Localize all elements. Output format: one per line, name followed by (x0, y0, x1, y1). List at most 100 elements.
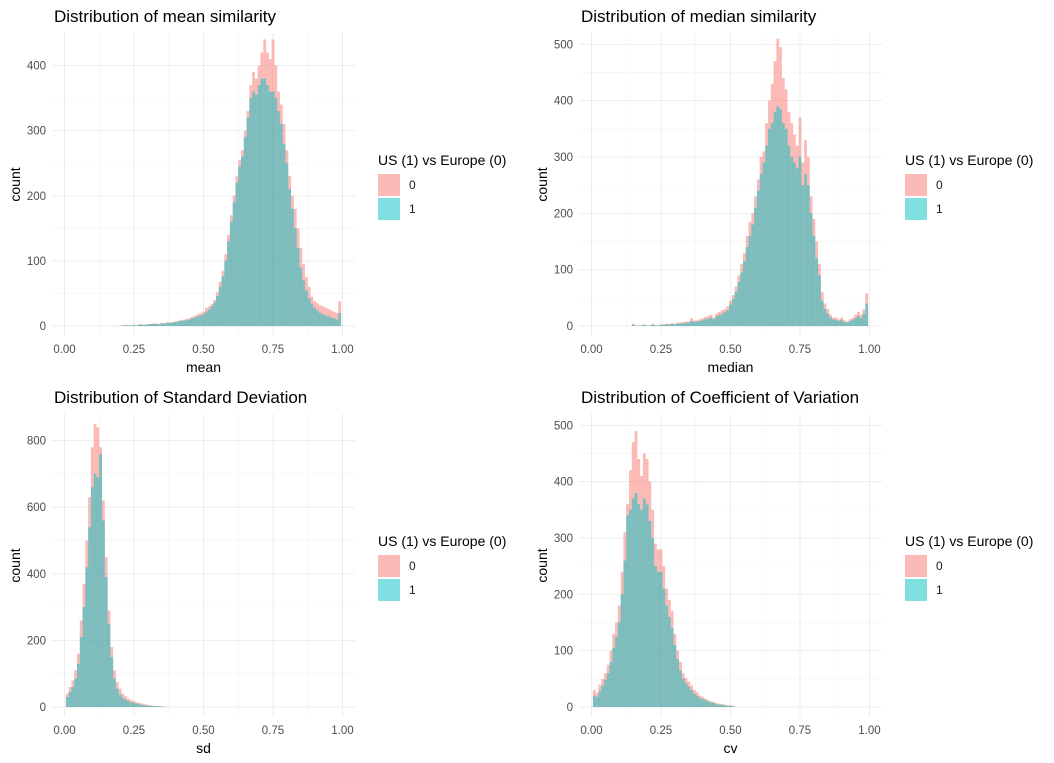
histogram-bar (687, 322, 691, 326)
y-axis-label: count (534, 548, 550, 582)
histogram-bar (690, 320, 693, 326)
histogram-bar (302, 280, 305, 326)
y-tick-label: 100 (27, 256, 46, 268)
y-tick-label: 500 (554, 39, 573, 51)
histogram-bar (329, 317, 333, 326)
histogram-bar (637, 504, 641, 707)
histogram-bar (642, 324, 646, 326)
histogram-bar (640, 325, 643, 326)
y-tick-label: 200 (554, 589, 573, 601)
histogram-bar (304, 290, 308, 326)
histogram-bar (229, 221, 233, 326)
histogram-bar (712, 319, 716, 326)
histogram-bar (845, 322, 849, 326)
x-tick-label: 0.75 (789, 344, 811, 356)
histogram-bar (113, 678, 116, 707)
histogram-bar (681, 678, 685, 707)
histogram-bar (731, 706, 735, 707)
histogram-bar (623, 560, 627, 707)
legend-key-0 (905, 174, 927, 196)
legend-label-0: 0 (936, 559, 943, 573)
chart-median-similarity: Distribution of median similarity 0 100 200… (534, 7, 1033, 375)
histogram-bar (801, 185, 805, 326)
x-tick-label: 1.00 (331, 344, 353, 356)
histogram-bar (709, 317, 713, 326)
histogram-bar (291, 208, 294, 326)
histogram-bar (648, 325, 652, 326)
histogram-bar (837, 320, 841, 326)
histogram-bar (748, 235, 752, 326)
histogram-bar (723, 705, 727, 707)
histogram-bar (288, 189, 292, 326)
histogram-bar (338, 312, 342, 326)
histogram-bar (121, 325, 125, 326)
histogram-bar (684, 683, 688, 707)
x-tick-label: 0.25 (123, 725, 145, 737)
histogram-bar (177, 321, 180, 326)
histogram-bar (293, 228, 297, 326)
histogram-bar (695, 321, 699, 326)
histogram-bar (274, 98, 278, 326)
histogram-bar (592, 695, 596, 707)
x-tick-label: 1.00 (858, 344, 880, 356)
y-tick-label: 400 (554, 96, 573, 108)
histogram-bar (118, 694, 122, 707)
histogram-bar (127, 325, 130, 326)
histogram-bar (310, 303, 314, 326)
histogram-bar (862, 313, 866, 326)
histogram-bar (268, 91, 272, 326)
y-tick-label: 400 (27, 61, 46, 73)
histogram-bar (135, 325, 139, 326)
legend-label-1: 1 (409, 583, 416, 597)
histogram-bar (787, 145, 791, 326)
panel-cv: Distribution of Coefficient of Variation… (527, 381, 1054, 762)
histogram-bar (168, 322, 172, 326)
legend: US (1) vs Europe (0) 0 1 (905, 152, 1033, 220)
histogram-bar (731, 298, 735, 326)
histogram-bar (85, 567, 89, 707)
histogram-bar (318, 312, 322, 326)
histogram-bar (737, 282, 741, 326)
histogram-bar (221, 276, 225, 326)
histogram-bar (631, 498, 635, 707)
histogram-bar (598, 691, 602, 707)
histogram-bar (266, 85, 269, 326)
histogram-bar (754, 207, 757, 326)
histogram-bar (831, 319, 835, 326)
histogram-bar (188, 319, 191, 326)
x-axis-label: mean (186, 359, 221, 375)
histogram-bar (651, 537, 655, 707)
histogram-bar (595, 696, 599, 707)
histogram-bar (79, 637, 83, 707)
histogram-bar (171, 322, 175, 326)
histogram-bar (316, 310, 319, 326)
histogram-bar (152, 324, 155, 326)
histogram-bar (856, 315, 860, 326)
legend-label-0: 0 (409, 559, 416, 573)
x-axis-label: median (708, 359, 754, 375)
histogram-bar (642, 498, 646, 707)
histogram-bar (865, 303, 869, 326)
histogram-bar (277, 111, 280, 326)
histogram-bar (826, 313, 830, 326)
histogram-bar (818, 275, 821, 326)
histogram-bar (149, 706, 153, 707)
histogram-bar (190, 318, 194, 326)
histogram-bar (218, 286, 222, 326)
histogram-bar (604, 679, 607, 707)
y-axis-label: count (7, 167, 23, 201)
histogram-bar (138, 324, 141, 326)
histogram-bar (146, 324, 150, 326)
histogram-bar (93, 473, 97, 707)
histogram-bar (659, 324, 663, 326)
histogram-bar (285, 163, 289, 326)
y-tick-label: 0 (40, 702, 46, 714)
legend-key-0 (905, 555, 927, 577)
histogram-bar (762, 162, 766, 326)
histogram-bar (254, 94, 258, 326)
histogram-bar (654, 325, 657, 326)
histogram-bar (715, 704, 718, 707)
histogram-bar (241, 156, 244, 326)
histogram-bar (163, 323, 166, 326)
